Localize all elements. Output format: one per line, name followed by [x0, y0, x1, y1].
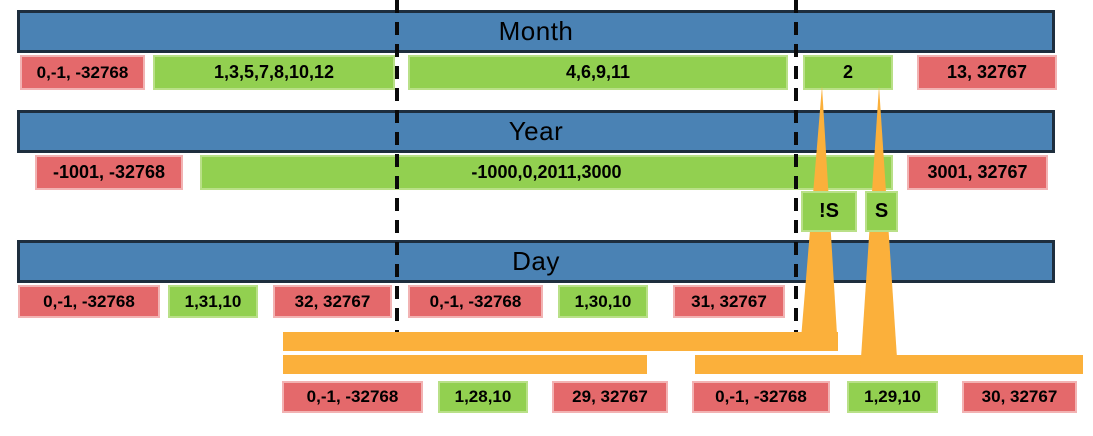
feb-leap-invalid-low-box: 0,-1, -32768	[692, 381, 830, 413]
feb-nonleap-valid-box: 1,28,10	[438, 381, 528, 413]
feb-nonleap-lower-track-bar	[283, 355, 647, 374]
year-invalid-high-box: 3001, 32767	[907, 155, 1048, 190]
day-bar-title: Day	[512, 246, 560, 276]
feb-nonleap-invalid-low-box: 0,-1, -32768	[282, 381, 423, 413]
year-bar-title: Year	[508, 116, 564, 146]
month-valid-31day-box: 1,3,5,7,8,10,12	[153, 55, 395, 90]
day31-invalid-high-box: 32, 32767	[273, 285, 392, 318]
feb-nonleap-invalid-high-box: 29, 32767	[552, 381, 668, 413]
feb-nonleap-track-bar	[283, 332, 838, 351]
day31-valid-box: 1,31,10	[168, 285, 258, 318]
nonleap-year-box: !S	[801, 191, 857, 232]
day30-invalid-low-box: 0,-1, -32768	[408, 285, 543, 318]
day30-valid-box: 1,30,10	[558, 285, 648, 318]
partition-divider-dashed-line-2	[794, 0, 798, 332]
partition-divider-dashed-line-1	[395, 0, 399, 332]
year-valid-box: -1000,0,2011,3000	[200, 155, 893, 190]
feb-leap-valid-box: 1,29,10	[847, 381, 938, 413]
month-invalid-high-box: 13, 32767	[917, 55, 1057, 90]
month-valid-30day-box: 4,6,9,11	[408, 55, 788, 90]
day30-invalid-high-box: 31, 32767	[673, 285, 785, 318]
year-invalid-low-box: -1001, -32768	[35, 155, 183, 190]
month-invalid-low-box: 0,-1, -32768	[20, 55, 145, 90]
month-valid-february-box: 2	[803, 55, 893, 90]
month-range-bar: Month	[17, 10, 1055, 53]
day31-invalid-low-box: 0,-1, -32768	[18, 285, 160, 318]
feb-leap-invalid-high-box: 30, 32767	[962, 381, 1077, 413]
leap-year-box: S	[865, 191, 898, 232]
month-bar-title: Month	[498, 16, 574, 46]
